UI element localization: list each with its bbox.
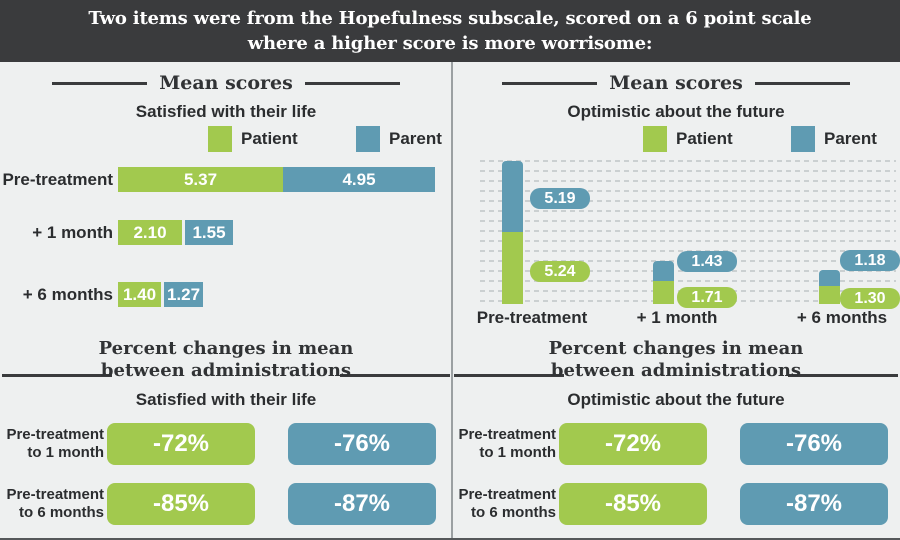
title-rule-left bbox=[52, 81, 148, 85]
section-title-text: Percent changes in mean between administ… bbox=[548, 338, 804, 381]
patient-segment bbox=[502, 232, 523, 304]
patient-percent-box: -85% bbox=[107, 483, 255, 525]
parent-value-pill: 5.19 bbox=[530, 188, 590, 209]
header: Two items were from the Hopefulness subs… bbox=[0, 0, 900, 62]
parent-legend-label: Parent bbox=[389, 129, 442, 148]
title-rule-left bbox=[454, 374, 564, 377]
parent-segment: 1.55 bbox=[185, 220, 233, 245]
parent-segment bbox=[653, 261, 674, 281]
stacked-bar: 1.40 1.27 bbox=[118, 282, 203, 307]
title-rule-right bbox=[304, 81, 400, 85]
mean-scores-optimistic-panel: Mean scores Optimistic about the future … bbox=[452, 62, 900, 330]
legend-parent: Parent bbox=[791, 126, 877, 152]
bar-row-pre-treatment: Pre-treatment 5.37 4.95 bbox=[0, 167, 435, 192]
patient-swatch bbox=[208, 126, 232, 152]
patient-value-pill: 1.30 bbox=[840, 288, 900, 309]
parent-legend-label: Parent bbox=[824, 129, 877, 148]
row-label: Pre-treatment to 6 months bbox=[6, 486, 104, 521]
section-title-text: Percent changes in mean between administ… bbox=[98, 338, 354, 381]
bar-row-1-month: + 1 month 2.10 1.55 bbox=[0, 220, 233, 245]
patient-segment: 1.40 bbox=[118, 282, 161, 307]
one-month-bar bbox=[653, 261, 674, 304]
parent-swatch bbox=[356, 126, 380, 152]
axis-label-1-month: + 1 month bbox=[636, 308, 718, 327]
patient-value-pill: 5.24 bbox=[530, 261, 590, 282]
patient-segment bbox=[819, 286, 840, 304]
parent-segment: 1.27 bbox=[164, 282, 203, 307]
six-months-bar bbox=[819, 270, 840, 304]
parent-percent-box: -76% bbox=[740, 423, 888, 465]
parent-percent-box: -87% bbox=[288, 483, 436, 525]
section-title: Mean scores bbox=[0, 72, 452, 94]
patient-segment: 5.37 bbox=[118, 167, 283, 192]
parent-value-pill: 1.18 bbox=[840, 250, 900, 271]
stacked-bar: 5.37 4.95 bbox=[118, 167, 435, 192]
axis-label-pre-treatment: Pre-treatment bbox=[476, 308, 588, 327]
section-title-text: Mean scores bbox=[159, 72, 293, 94]
parent-percent-box: -87% bbox=[740, 483, 888, 525]
row-label: Pre-treatment to 1 month bbox=[6, 426, 104, 461]
title-rule-right bbox=[340, 374, 450, 377]
parent-percent-box: -76% bbox=[288, 423, 436, 465]
chart-subtitle: Satisfied with their life bbox=[135, 102, 317, 121]
stacked-bar: 2.10 1.55 bbox=[118, 220, 233, 245]
panel-divider bbox=[451, 62, 453, 538]
patient-value-pill: 1.71 bbox=[677, 287, 737, 308]
parent-segment bbox=[819, 270, 840, 286]
percent-changes-satisfied-panel: Percent changes in mean between administ… bbox=[0, 330, 452, 538]
table-subtitle: Satisfied with their life bbox=[135, 390, 317, 409]
patient-percent-box: -72% bbox=[107, 423, 255, 465]
row-label: Pre-treatment to 1 month bbox=[458, 426, 556, 461]
patient-percent-box: -72% bbox=[559, 423, 707, 465]
chart-subtitle: Optimistic about the future bbox=[567, 102, 785, 121]
table-subtitle: Optimistic about the future bbox=[567, 390, 785, 409]
legend-patient: Patient bbox=[643, 126, 733, 152]
patient-percent-box: -85% bbox=[559, 483, 707, 525]
title-rule-right bbox=[754, 81, 850, 85]
parent-value-pill: 1.43 bbox=[677, 251, 737, 272]
axis-label-6-months: + 6 months bbox=[796, 308, 888, 327]
legend-patient: Patient bbox=[208, 126, 298, 152]
patient-segment: 2.10 bbox=[118, 220, 182, 245]
row-label: Pre-treatment to 6 months bbox=[458, 486, 556, 521]
category-label: Pre-treatment bbox=[2, 169, 113, 189]
patient-legend-label: Patient bbox=[241, 129, 298, 148]
category-label: + 6 months bbox=[22, 284, 113, 304]
title-rule-right bbox=[788, 374, 898, 377]
title-rule-left bbox=[502, 81, 598, 85]
title-rule-left bbox=[2, 374, 112, 377]
parent-swatch bbox=[791, 126, 815, 152]
percent-change-row: Pre-treatment to 1 month -72% -76% bbox=[452, 423, 900, 465]
mean-scores-satisfied-panel: Mean scores Satisfied with their life Pa… bbox=[0, 62, 452, 330]
pre-treatment-bar bbox=[502, 161, 523, 304]
patient-swatch bbox=[643, 126, 667, 152]
section-title-text: Mean scores bbox=[609, 72, 743, 94]
header-title-line2: where a higher score is more worrisome: bbox=[247, 33, 653, 54]
parent-segment bbox=[502, 161, 523, 232]
percent-change-row: Pre-treatment to 6 months -85% -87% bbox=[452, 483, 900, 525]
category-label: + 1 month bbox=[32, 222, 113, 242]
percent-change-row: Pre-treatment to 6 months -85% -87% bbox=[0, 483, 452, 525]
section-title: Mean scores bbox=[452, 72, 900, 94]
header-title-line1: Two items were from the Hopefulness subs… bbox=[88, 8, 812, 29]
parent-segment: 4.95 bbox=[283, 167, 435, 192]
percent-change-row: Pre-treatment to 1 month -72% -76% bbox=[0, 423, 452, 465]
patient-legend-label: Patient bbox=[676, 129, 733, 148]
bar-row-6-months: + 6 months 1.40 1.27 bbox=[0, 282, 203, 307]
patient-segment bbox=[653, 281, 674, 304]
percent-changes-optimistic-panel: Percent changes in mean between administ… bbox=[452, 330, 900, 538]
optimistic-chart-area: 5.19 5.24 1.43 1.71 1.18 1.30 bbox=[452, 158, 900, 309]
legend-parent: Parent bbox=[356, 126, 442, 152]
